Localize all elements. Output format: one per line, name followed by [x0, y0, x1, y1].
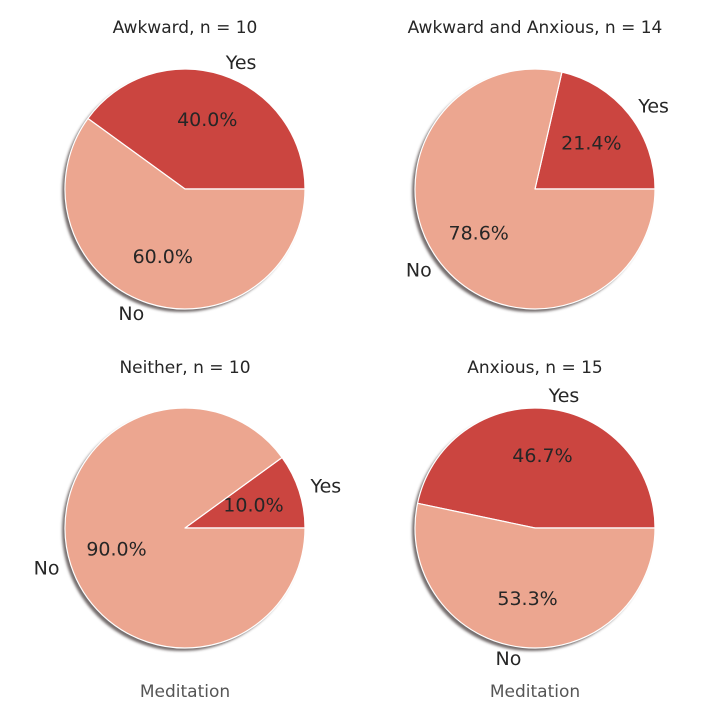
percent-label-no: 78.6% — [448, 222, 508, 244]
percent-label-yes: 21.4% — [561, 133, 621, 155]
percent-label-no: 53.3% — [497, 588, 557, 610]
pie-1: Yes 21.4% No 78.6% — [406, 68, 669, 312]
chart-title-2: Neither, n = 10 — [119, 358, 250, 378]
chart-title-0: Awkward, n = 10 — [113, 18, 258, 38]
pie-3: Yes 46.7% No 53.3% — [412, 385, 656, 670]
chart-title-3: Anxious, n = 15 — [467, 358, 603, 378]
pie-panel-0: Awkward, n = 10 Yes 40.0% No 60.0% — [62, 18, 306, 325]
slice-label-yes: Yes — [310, 476, 342, 498]
chart-title-1: Awkward and Anxious, n = 14 — [408, 18, 663, 38]
x-axis-label-2: Meditation — [140, 682, 230, 702]
pie-slice-no — [414, 502, 656, 649]
x-axis-label-3: Meditation — [490, 682, 580, 702]
percent-label-yes: 10.0% — [223, 494, 283, 516]
pie-panel-1: Awkward and Anxious, n = 14 Yes 21.4% No 78… — [406, 18, 669, 312]
pie-slice-no — [414, 68, 656, 310]
pie-slice-yes — [87, 68, 306, 190]
slice-label-yes: Yes — [225, 52, 257, 74]
pie-slice-yes — [184, 456, 306, 529]
slice-label-yes: Yes — [548, 385, 580, 407]
pie-2: Yes 10.0% No 90.0% — [34, 407, 342, 651]
percent-label-no: 60.0% — [133, 246, 193, 268]
pie-panel-2: Neither, n = 10 Yes 10.0% No 90.0% Meditati… — [34, 358, 342, 702]
slice-label-no: No — [118, 303, 144, 325]
pie-slice-yes — [534, 71, 656, 190]
slice-label-no: No — [34, 557, 60, 579]
percent-label-yes: 40.0% — [177, 109, 237, 131]
pie-0: Yes 40.0% No 60.0% — [62, 52, 306, 325]
pie-slice-no — [64, 407, 306, 649]
percent-label-no: 90.0% — [86, 539, 146, 561]
percent-label-yes: 46.7% — [512, 445, 572, 467]
pie-slice-yes — [416, 407, 656, 529]
slice-label-no: No — [406, 260, 432, 282]
slice-label-yes: Yes — [637, 95, 669, 117]
pie-panel-3: Anxious, n = 15 Yes 46.7% No 53.3% Meditati… — [412, 358, 656, 702]
pie-slice-no — [64, 117, 306, 310]
slice-label-no: No — [495, 648, 521, 670]
